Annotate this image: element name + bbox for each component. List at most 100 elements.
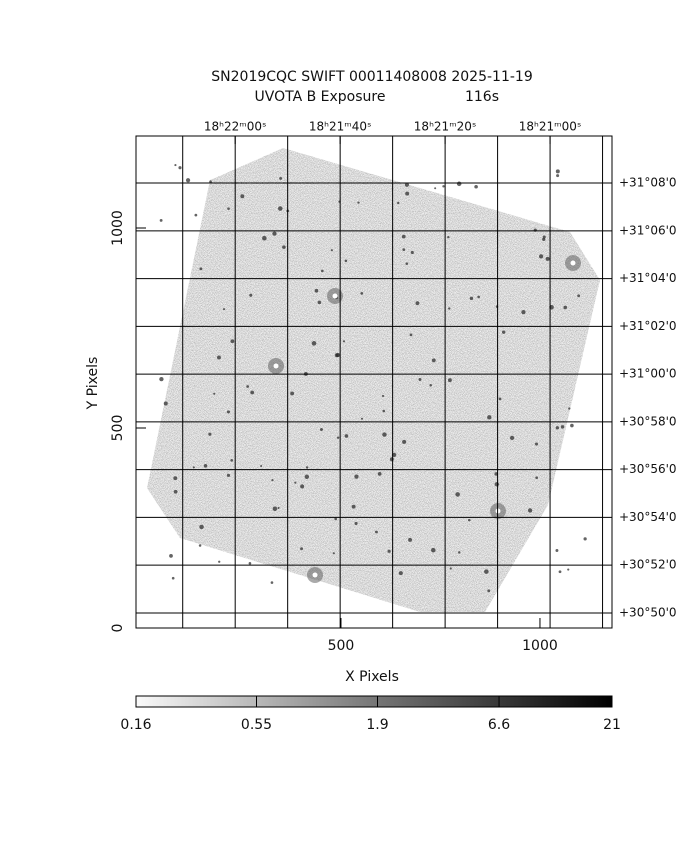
ra-tick-label: 18ʰ22ᵐ00ˢ: [204, 120, 267, 134]
star: [402, 439, 407, 444]
star: [230, 339, 235, 344]
star: [402, 248, 406, 252]
star: [556, 174, 560, 178]
star: [449, 567, 452, 570]
star: [469, 296, 474, 301]
star: [334, 517, 338, 521]
star: [300, 484, 305, 489]
dec-tick-label: +30°50'0: [619, 605, 677, 619]
star: [429, 384, 432, 387]
star: [342, 340, 346, 343]
colorbar-tick-label: 0.55: [241, 717, 272, 733]
star: [270, 581, 274, 584]
star: [484, 569, 489, 574]
star: [226, 473, 231, 477]
star: [447, 378, 452, 383]
x-tick-label: 1000: [522, 638, 558, 654]
star: [194, 213, 198, 217]
star: [382, 409, 386, 413]
star: [330, 249, 333, 252]
star: [477, 295, 480, 299]
wcs-grid: [136, 136, 612, 628]
star: [185, 178, 191, 183]
star: [314, 288, 319, 293]
star: [246, 385, 250, 388]
star: [262, 235, 267, 241]
star: [294, 481, 297, 484]
dec-tick-label: +30°52'0: [619, 558, 677, 572]
dec-tick-label: +30°58'0: [619, 414, 677, 428]
star: [387, 549, 391, 553]
star: [458, 551, 461, 554]
star: [357, 201, 360, 204]
bright-source: [570, 260, 576, 266]
star: [277, 206, 283, 211]
star: [222, 308, 226, 311]
star: [418, 377, 422, 381]
star: [447, 235, 450, 239]
star: [282, 245, 286, 249]
y-tick-label: 500: [110, 415, 126, 442]
star: [240, 194, 245, 199]
star: [563, 305, 568, 310]
star: [568, 407, 571, 410]
star: [320, 269, 324, 273]
colorbar: [135, 695, 613, 708]
star: [558, 570, 562, 574]
star: [560, 425, 565, 429]
star: [521, 310, 526, 315]
dec-tick-label: +31°06'0: [619, 223, 677, 237]
dec-tick-label: +31°04'0: [619, 271, 677, 285]
star: [408, 537, 413, 542]
star: [199, 267, 203, 271]
bright-source: [312, 572, 318, 578]
star: [209, 180, 212, 184]
star: [344, 434, 349, 438]
star: [226, 410, 230, 414]
x-axis-label: X Pixels: [345, 669, 399, 685]
exposure-image: [147, 148, 600, 612]
star: [494, 482, 500, 487]
star: [405, 191, 410, 196]
star: [169, 554, 173, 558]
star: [431, 358, 436, 363]
star: [474, 184, 478, 189]
star: [208, 432, 212, 436]
star: [335, 353, 340, 358]
colorbar-tick-label: 21: [603, 717, 621, 733]
plot-frame: [135, 135, 613, 629]
dec-tick-label: +31°02'0: [619, 319, 677, 333]
star: [199, 524, 204, 530]
star: [410, 250, 414, 255]
star: [336, 436, 340, 439]
star: [397, 201, 400, 205]
star: [498, 397, 502, 401]
star: [381, 394, 385, 398]
chart-title: SN2019CQC SWIFT 00011408008 2025-11-19: [211, 69, 532, 85]
star: [171, 576, 175, 580]
star: [250, 390, 255, 395]
star: [404, 182, 410, 187]
star: [213, 392, 216, 395]
star: [354, 521, 358, 525]
star: [538, 254, 544, 259]
star: [570, 423, 574, 428]
y-axis-label: Y Pixels: [85, 357, 101, 411]
exposure-time: 116s: [465, 89, 499, 105]
star: [174, 164, 177, 167]
star: [415, 301, 420, 306]
y-tick-label: 1000: [110, 210, 126, 246]
star: [218, 560, 221, 563]
star: [382, 432, 387, 437]
star: [360, 417, 364, 420]
star: [248, 562, 252, 565]
star: [527, 508, 533, 513]
star: [567, 568, 570, 571]
star: [487, 415, 492, 420]
star: [555, 549, 559, 552]
star: [317, 300, 322, 305]
ra-tick-label: 18ʰ21ᵐ00ˢ: [519, 120, 582, 134]
y-tick-label: 0: [110, 624, 126, 633]
star: [434, 187, 437, 190]
